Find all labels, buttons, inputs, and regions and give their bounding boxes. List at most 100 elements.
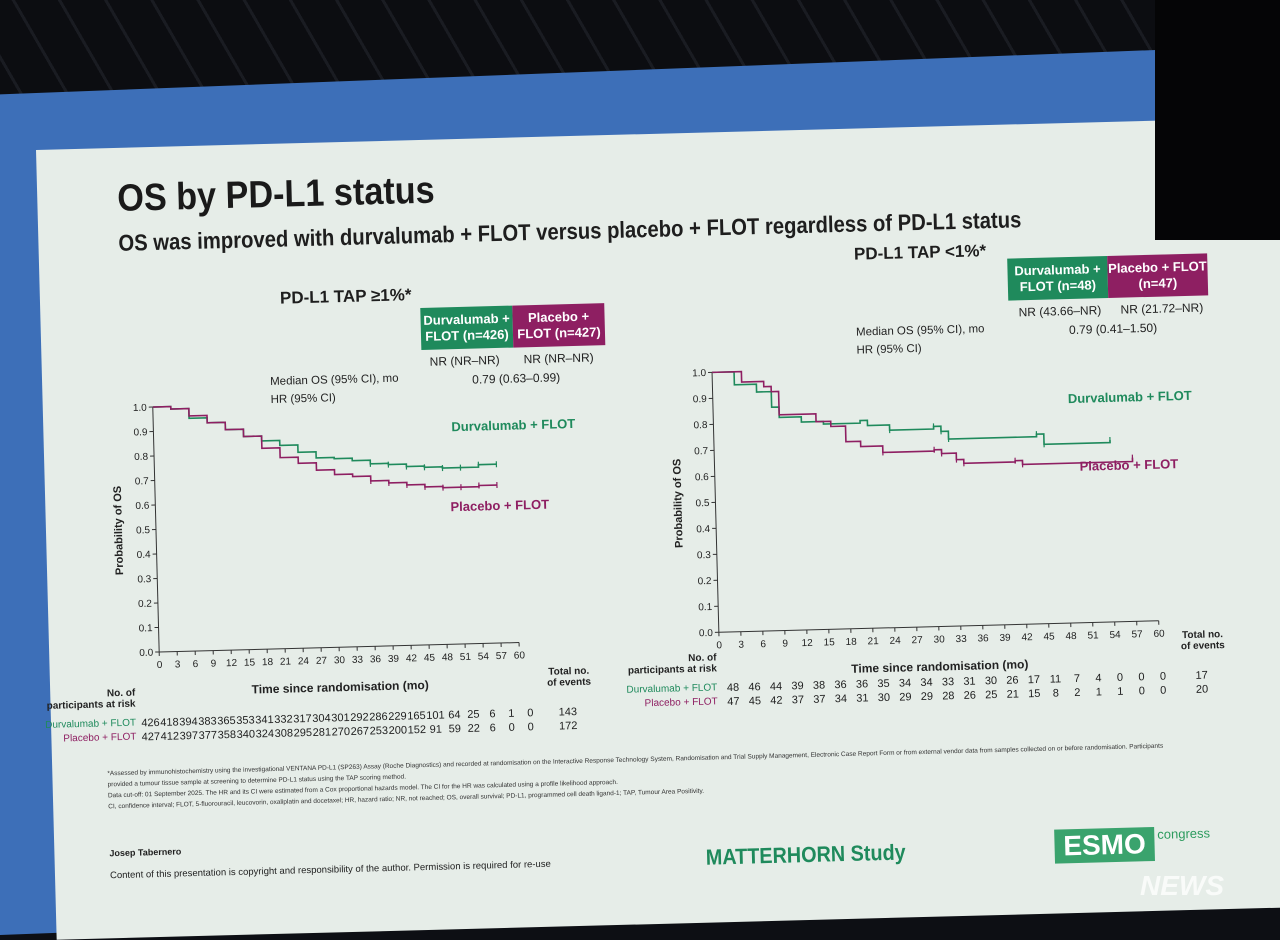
- y-axis-label: Probability of OS: [671, 459, 685, 549]
- risk-count: 33: [937, 676, 959, 689]
- dark-corner: [1155, 0, 1280, 240]
- durvalumab-km-curve: [153, 398, 497, 476]
- placebo-km-curve: [153, 398, 497, 495]
- left-median-placebo: NR (NR–NR): [523, 350, 593, 366]
- risk-count: 44: [765, 681, 787, 694]
- x-tick-label: 30: [933, 634, 945, 645]
- x-tick-label: 21: [867, 636, 879, 647]
- risk-count: 39: [787, 680, 809, 693]
- risk-count: 25: [464, 708, 483, 720]
- risk-count: 0: [521, 721, 540, 733]
- risk-count: 1: [1109, 686, 1131, 699]
- x-tick-label: 0: [716, 640, 722, 651]
- x-tick-label: 60: [514, 650, 526, 661]
- footnotes: *Assessed by immunohistochemistry using …: [107, 741, 1168, 813]
- x-axis-label: Time since randomisation (mo): [251, 678, 428, 697]
- risk-count: 48: [722, 682, 744, 695]
- right-header-durvalumab: Durvalumab + FLOT (n=48): [1007, 256, 1108, 301]
- x-tick-label: 33: [955, 634, 967, 645]
- risk-count: 365: [217, 715, 236, 727]
- x-tick-label: 36: [370, 654, 382, 665]
- risk-count: 11: [1045, 673, 1067, 686]
- study-name: MATTERHORN Study: [706, 839, 906, 870]
- risk-count: 47: [723, 696, 745, 709]
- risk-count: 28: [937, 690, 959, 703]
- x-axis-label: Time since randomisation (mo): [851, 657, 1028, 676]
- y-axis-label: Probability of OS: [112, 486, 126, 576]
- y-tick-label: 0.3: [137, 574, 152, 585]
- y-tick-label: 0.3: [697, 550, 712, 561]
- risk-count: 426: [141, 717, 160, 729]
- x-tick-label: 36: [977, 633, 989, 644]
- risk-count: 29: [894, 691, 916, 704]
- risk-count: 38: [808, 679, 830, 692]
- right-panel-title: PD-L1 TAP <1%*: [854, 241, 987, 264]
- risk-count: 1: [502, 708, 521, 720]
- risk-count: 22: [464, 722, 483, 734]
- y-tick-label: 0.2: [697, 576, 712, 587]
- x-tick-label: 42: [406, 653, 418, 664]
- left-panel-title: PD-L1 TAP ≥1%*: [280, 285, 412, 308]
- risk-count: 383: [198, 715, 217, 727]
- y-tick-label: 0.0: [699, 628, 714, 639]
- risk-count: 418: [160, 716, 179, 728]
- x-tick-label: 12: [801, 638, 813, 649]
- risk-count: 2: [1066, 687, 1088, 700]
- esmo-logo-mark: ESMO: [1054, 827, 1155, 864]
- risk-count: 29: [916, 691, 938, 704]
- right-median-label: Median OS (95% CI), mo: [856, 323, 985, 338]
- risk-count: 286: [369, 711, 388, 723]
- risk-count: 332: [274, 713, 293, 725]
- x-tick-label: 57: [1131, 629, 1143, 640]
- right-hr-value: 0.79 (0.41–1.50): [1069, 321, 1157, 337]
- risk-count: 341: [255, 714, 274, 726]
- total-events: 17: [1182, 669, 1222, 682]
- y-tick-label: 0.0: [139, 648, 154, 659]
- y-tick-label: 0.1: [698, 602, 713, 613]
- esmo-logo-congress: congress: [1157, 826, 1210, 842]
- risk-count: 0: [502, 721, 521, 733]
- risk-row-label: Durvalumab + FLOT: [622, 682, 717, 695]
- x-tick-label: 42: [1021, 632, 1033, 643]
- risk-count: 34: [916, 677, 938, 690]
- risk-row-label: Placebo + FLOT: [623, 696, 718, 709]
- risk-count: 59: [445, 723, 464, 735]
- x-tick-label: 18: [845, 637, 857, 648]
- risk-count: 152: [407, 724, 426, 736]
- risk-count: 358: [217, 729, 236, 741]
- risk-header-line: participants at risk: [40, 699, 135, 712]
- y-tick-label: 0.8: [134, 452, 149, 463]
- risk-count: 26: [959, 689, 981, 702]
- risk-count: 101: [426, 709, 445, 721]
- risk-count: 37: [787, 694, 809, 707]
- right-median-placebo: NR (21.72–NR): [1120, 301, 1203, 317]
- y-tick-label: 0.7: [694, 446, 709, 457]
- risk-row-label: Durvalumab + FLOT: [41, 718, 136, 731]
- right-header-placebo: Placebo + FLOT (n=47): [1107, 253, 1208, 298]
- y-tick-label: 0.9: [693, 394, 708, 405]
- risk-count: 165: [407, 710, 426, 722]
- y-tick-label: 0.2: [138, 599, 153, 610]
- events-header-line: of events: [547, 677, 591, 689]
- risk-count: 397: [179, 730, 198, 742]
- x-tick-label: 48: [1065, 631, 1077, 642]
- risk-count: 6: [483, 708, 502, 720]
- left-header-durvalumab: Durvalumab + FLOT (n=426): [420, 306, 513, 350]
- y-tick-label: 0.4: [696, 524, 711, 535]
- risk-count: 304: [312, 712, 331, 724]
- risk-count: 308: [274, 727, 293, 739]
- risk-count: 0: [521, 707, 540, 719]
- risk-count: 377: [198, 729, 217, 741]
- risk-row-label: Placebo + FLOT: [41, 732, 136, 745]
- risk-count: 37: [809, 693, 831, 706]
- news-watermark: NEWS: [1140, 870, 1224, 902]
- risk-count: 30: [873, 692, 895, 705]
- risk-count: 26: [1002, 674, 1024, 687]
- slide-title: OS by PD-L1 status: [117, 170, 435, 221]
- risk-count: 45: [744, 695, 766, 708]
- x-tick-label: 60: [1153, 629, 1165, 640]
- risk-count: 0: [1152, 684, 1174, 697]
- risk-count: 292: [350, 711, 369, 723]
- risk-count: 0: [1109, 672, 1131, 685]
